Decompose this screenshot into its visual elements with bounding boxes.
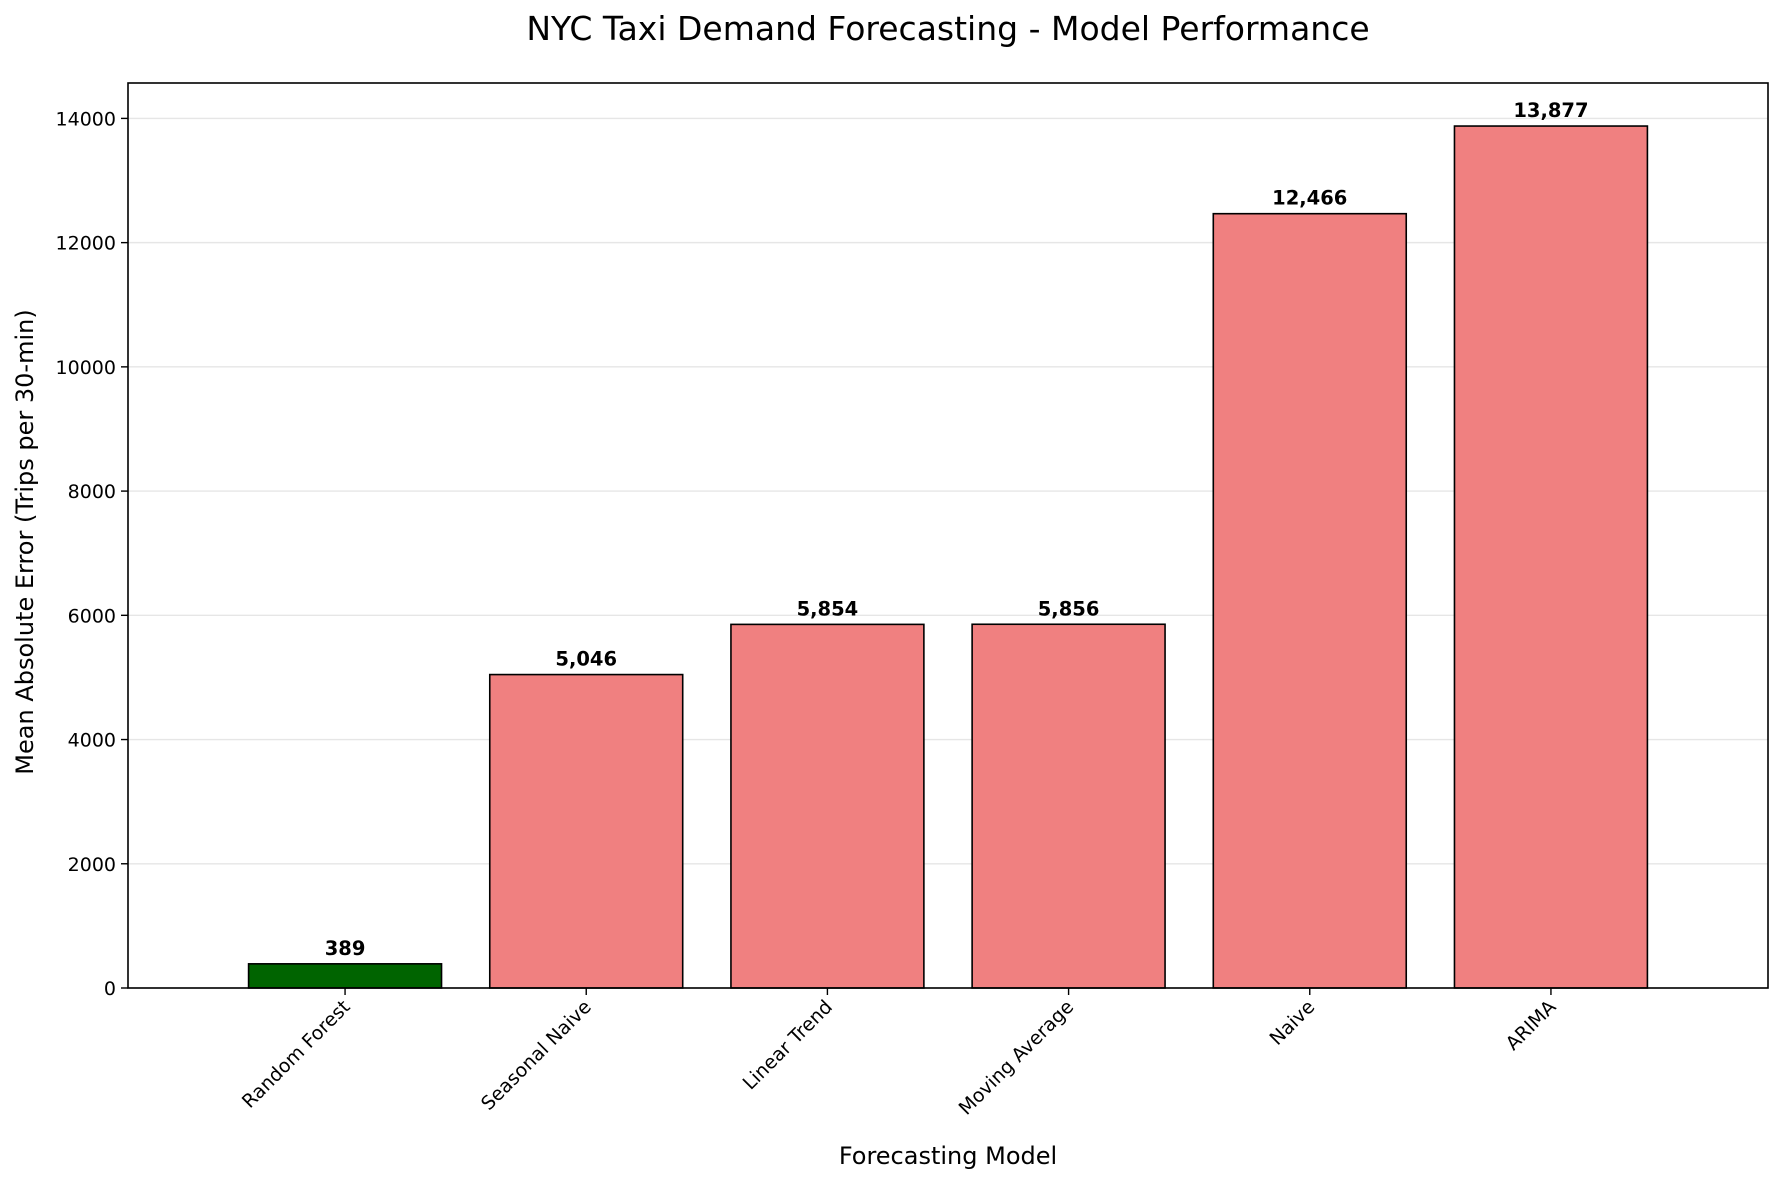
y-tick-label: 8000 xyxy=(68,481,116,503)
bar xyxy=(1453,125,1649,989)
bar-value-label: 5,854 xyxy=(797,597,859,620)
bar xyxy=(1212,212,1408,989)
x-tick-label: Moving Average xyxy=(955,996,1079,1120)
bar-value-label: 12,466 xyxy=(1272,187,1347,210)
y-tick-label: 6000 xyxy=(68,605,116,627)
x-tick-label: Seasonal Naive xyxy=(477,996,596,1115)
y-axis-label: Mean Absolute Error (Trips per 30-min) xyxy=(11,309,39,774)
bars xyxy=(247,125,1649,989)
y-ticks: 0 2000 4000 6000 8000 10000 12000 14000 xyxy=(56,108,128,1000)
bar-value-label: 5,046 xyxy=(555,648,617,671)
bar xyxy=(971,623,1166,989)
y-tick-label: 0 xyxy=(104,978,116,1000)
y-tick-label: 10000 xyxy=(56,357,116,379)
x-tick-label: Linear Trend xyxy=(739,996,837,1094)
x-tick-label: Random Forest xyxy=(238,996,355,1113)
gridlines xyxy=(128,117,1768,989)
plot-frame xyxy=(127,82,1769,989)
y-tick-label: 12000 xyxy=(56,233,116,255)
x-tick-label: Naive xyxy=(1266,996,1320,1050)
data-labels: 389 5,046 5,854 5,856 12,466 13,877 xyxy=(325,99,1589,960)
x-tick-label: ARIMA xyxy=(1502,996,1561,1055)
y-tick-label: 14000 xyxy=(56,108,116,130)
bar-value-label: 13,877 xyxy=(1513,99,1588,122)
y-tick-label: 2000 xyxy=(68,854,116,876)
bar xyxy=(488,673,684,989)
bar-value-label: 5,856 xyxy=(1038,597,1100,620)
x-ticks: Random Forest Seasonal Naive Linear Trend M… xyxy=(238,988,1561,1120)
bar-value-label: 389 xyxy=(325,937,366,960)
bar xyxy=(247,963,443,989)
chart-title: NYC Taxi Demand Forecasting - Model Perf… xyxy=(526,9,1369,48)
y-tick-label: 4000 xyxy=(68,730,116,752)
bar xyxy=(730,623,925,989)
x-axis-label: Forecasting Model xyxy=(839,1142,1057,1170)
